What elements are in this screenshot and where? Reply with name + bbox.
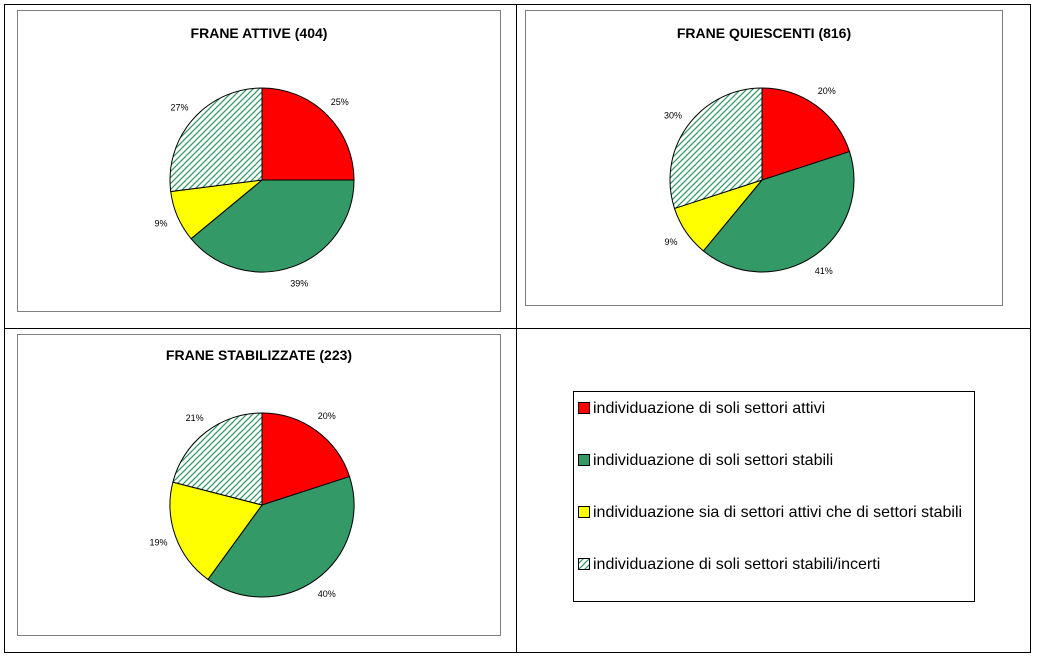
pie-slice-attivi: [261, 87, 355, 181]
chart-title: FRANE ATTIVE (404): [190, 25, 328, 41]
legend-swatch-green: [578, 454, 590, 466]
pie-label-stabili: 41%: [815, 266, 833, 276]
pie-label-stabili-incerti: 21%: [186, 413, 204, 423]
pie-chart-frane-quiescenti: 20% 41% 9% 30%: [664, 86, 855, 276]
legend-label: individuazione sia di settori attivi che…: [593, 504, 963, 521]
legend-item-attivi-e-stabili: individuazione sia di settori attivi che…: [578, 502, 970, 524]
legend-item-stabili-incerti: individuazione di soli settori stabili/i…: [578, 554, 970, 576]
pie-label-stabili-incerti: 27%: [170, 102, 188, 112]
pie-slice-attivi-e-stabili: [169, 481, 263, 581]
legend-swatch-hatched: [578, 558, 590, 570]
chart-title: FRANE STABILIZZATE (223): [165, 347, 353, 363]
chart-title: FRANE QUIESCENTI (816): [676, 25, 852, 41]
legend-swatch-red: [578, 402, 590, 414]
chart-frame-frane-quiescenti: FRANE QUIESCENTI (816): [525, 10, 1003, 306]
table-cell-bottom-right: [516, 328, 1031, 653]
pie-label-attivi: 20%: [818, 86, 836, 96]
legend-label: individuazione di soli settori stabili: [593, 452, 834, 469]
pie-label-attivi: 20%: [318, 411, 336, 421]
pie-chart-frane-stabilizzate: 20% 40% 19% 21%: [149, 411, 355, 599]
legend: individuazione di soli settori attivi in…: [573, 391, 975, 602]
pie-chart-frane-attive: 25% 39% 9% 27%: [154, 87, 355, 289]
pie-label-attivi-e-stabili: 9%: [154, 219, 167, 229]
pie-label-attivi-e-stabili: 19%: [149, 537, 167, 547]
legend-swatch-yellow: [578, 506, 590, 518]
pie-label-stabili-incerti: 30%: [664, 110, 682, 120]
legend-label: individuazione di soli settori stabili/i…: [593, 556, 881, 573]
legend-label: individuazione di soli settori attivi: [593, 400, 826, 417]
pie-slice-stabili: [702, 150, 855, 273]
pie-label-attivi: 25%: [331, 97, 349, 107]
pie-slice-attivi: [261, 412, 351, 506]
legend-item-attivi: individuazione di soli settori attivi: [578, 398, 970, 420]
pie-label-stabili: 40%: [318, 589, 336, 599]
legend-item-stabili: individuazione di soli settori stabili: [578, 450, 970, 472]
pie-slice-stabili: [190, 179, 355, 273]
pie-slice-stabili-incerti: [669, 87, 763, 210]
pie-slice-stabili-incerti: [169, 87, 263, 193]
pie-slice-stabili: [207, 475, 355, 598]
pie-slice-attivi: [761, 87, 851, 181]
pie-label-attivi-e-stabili: 9%: [664, 237, 677, 247]
pie-label-stabili: 39%: [290, 279, 308, 289]
pie-slice-stabili-incerti: [172, 412, 263, 506]
